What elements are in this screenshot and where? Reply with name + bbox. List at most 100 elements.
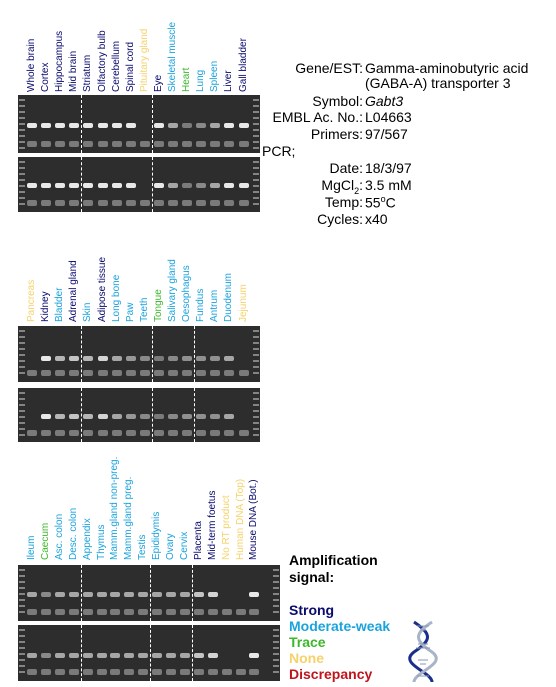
primer-band	[27, 430, 37, 436]
primer-band	[68, 609, 79, 615]
pcr-band	[40, 592, 51, 597]
primer-band	[97, 370, 108, 376]
primer-band	[238, 430, 249, 436]
pcr-band	[210, 414, 221, 419]
pcr-band	[111, 123, 122, 128]
primer-band	[124, 669, 135, 675]
pcr-band	[27, 653, 37, 658]
lane-label: Paw	[124, 302, 136, 322]
primer-band	[179, 609, 190, 615]
primers-label: Primers:	[310, 126, 363, 142]
lane-label: Human DNA (Top)	[234, 478, 246, 560]
mgcl2-label: MgCl2:	[321, 177, 363, 196]
lane-label: Mamm.gland non-preg.	[109, 456, 121, 560]
ladder-marker	[253, 392, 259, 438]
primer-band	[166, 669, 176, 675]
primer-band	[249, 669, 260, 675]
primer-band	[110, 609, 121, 615]
pcr-band	[54, 592, 65, 597]
primer-band	[97, 200, 108, 206]
embl-label: EMBL Ac. No.:	[272, 109, 363, 125]
lane-label: Caecum	[39, 522, 51, 560]
primer-band	[139, 200, 150, 206]
primer-band	[139, 141, 150, 147]
primer-band	[193, 669, 204, 675]
pcr-band	[238, 183, 249, 188]
cycles-value: x40	[365, 211, 388, 227]
lane-label: Thymus	[95, 524, 107, 560]
pcr-band	[68, 653, 79, 658]
primer-band	[182, 200, 193, 206]
pcr-band	[153, 356, 164, 361]
lane-label: Long bone	[110, 274, 122, 322]
primer-band	[125, 141, 136, 147]
pcr-band	[207, 653, 218, 658]
primer-band	[182, 141, 193, 147]
primer-band	[238, 200, 249, 206]
pcr-band	[97, 356, 108, 361]
lane-label: Kidney	[40, 291, 52, 322]
primer-band	[153, 370, 164, 376]
primer-band	[83, 200, 94, 206]
lane-divider	[150, 565, 152, 621]
temp-value: 55oC	[365, 194, 396, 211]
lane-label: Pituitary gland	[138, 28, 150, 92]
primer-band	[97, 141, 108, 147]
pcr-band	[41, 356, 52, 361]
pcr-band	[96, 653, 107, 658]
gel-panel-3-bottom	[18, 625, 280, 681]
lane-label: Tongue	[152, 289, 164, 322]
pcr-band	[27, 123, 37, 128]
primer-band	[139, 370, 150, 376]
primer-band	[193, 609, 204, 615]
pcr-band	[97, 123, 108, 128]
lane-label: Placenta	[192, 521, 204, 560]
primer-band	[168, 141, 178, 147]
ladder-marker	[19, 392, 25, 438]
symbol-label: Symbol:	[312, 93, 363, 109]
lane-label: Antrum	[209, 289, 221, 322]
lane-label: Desc. colon	[67, 507, 79, 560]
lane-label: Mamm.gland preg.	[123, 476, 135, 560]
pcr-band	[96, 592, 107, 597]
pcr-band	[83, 123, 94, 128]
primer-band	[69, 141, 80, 147]
primer-band	[27, 200, 37, 206]
lane-label: Asc. colon	[53, 513, 65, 560]
pcr-band	[111, 183, 122, 188]
primer-band	[40, 609, 51, 615]
primer-band	[238, 370, 249, 376]
ladder-marker	[273, 569, 279, 617]
primer-band	[153, 200, 164, 206]
lane-label: Duodenum	[223, 273, 235, 322]
primer-band	[166, 609, 176, 615]
lane-divider	[191, 625, 193, 681]
lane-divider	[151, 388, 153, 442]
pcr-band	[182, 123, 193, 128]
legend-trace: Trace	[289, 634, 326, 650]
primer-band	[83, 141, 94, 147]
pcr-band	[27, 183, 37, 188]
pcr-band	[139, 356, 150, 361]
primer-band	[238, 141, 249, 147]
gene-name-line-1: Gamma-aminobutyric acid	[365, 60, 529, 76]
legend-discrepancy: Discrepancy	[289, 666, 373, 682]
legend-title-line-1: Amplification	[289, 552, 378, 568]
primer-band	[168, 200, 178, 206]
lane-divider	[81, 388, 83, 442]
gel-panel-1-bottom	[18, 157, 260, 212]
lane-divider	[191, 565, 193, 621]
primer-band	[54, 669, 65, 675]
lane-divider	[151, 326, 153, 382]
primer-band	[153, 141, 164, 147]
lane-label: Pancreas	[26, 279, 37, 322]
lane-label: Striatum	[82, 54, 94, 92]
pcr-band	[210, 183, 221, 188]
pcr-band	[224, 183, 235, 188]
primer-band	[207, 669, 218, 675]
pcr-band	[82, 653, 93, 658]
lane-label: Whole brain	[26, 38, 37, 92]
pcr-band	[69, 356, 80, 361]
lane-label: Ovary	[165, 533, 176, 560]
lane-label: Gall bladder	[237, 38, 249, 92]
